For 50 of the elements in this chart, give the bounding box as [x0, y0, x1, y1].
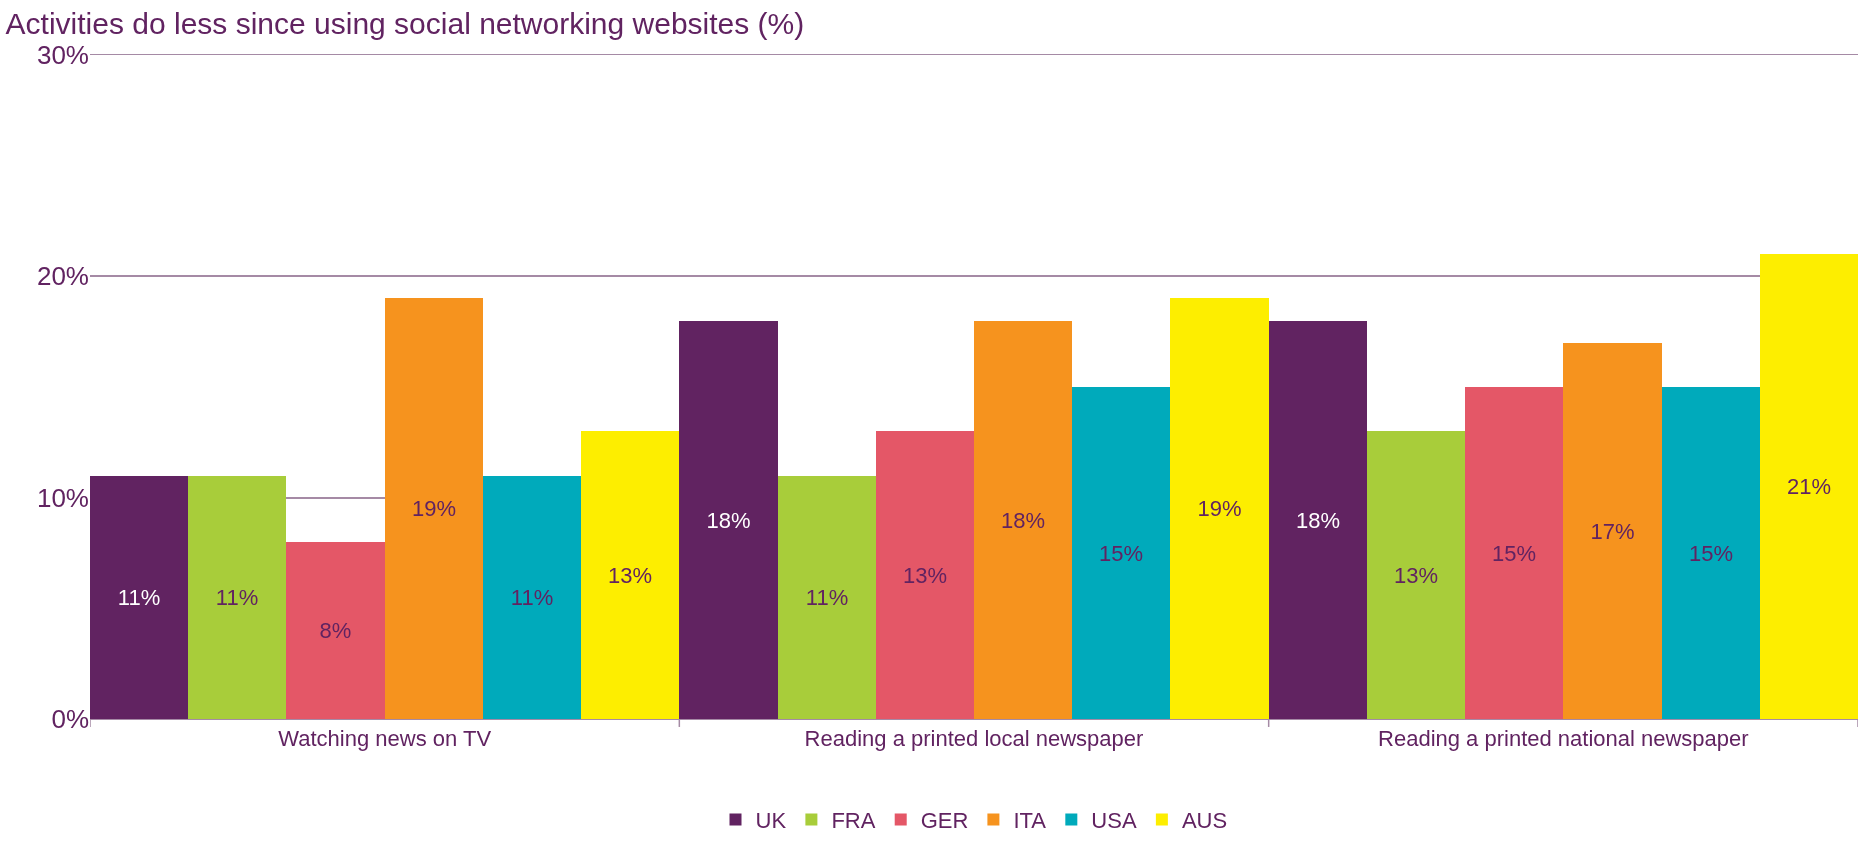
bar [1269, 321, 1367, 719]
x-tick-label: Reading a printed national newspaper [1378, 726, 1749, 752]
data-label: 18% [1295, 507, 1341, 533]
data-label: 11% [215, 585, 259, 610]
data-label: 15% [1491, 540, 1537, 566]
legend-label: USA [1091, 808, 1137, 834]
bar [1170, 298, 1269, 719]
bar [974, 321, 1072, 719]
chart-title: Activities do less since using social networking websites (%) [5, 6, 805, 40]
x-tick-label: Watching news on TV [278, 726, 492, 752]
bar [778, 476, 876, 719]
bar [286, 542, 385, 719]
data-label: 11% [805, 585, 849, 610]
bar [1563, 343, 1662, 719]
data-label: 19% [411, 496, 457, 521]
legend-label: AUS [1181, 808, 1228, 834]
bar [1465, 387, 1563, 719]
data-label: 11% [117, 585, 161, 610]
data-label: 13% [1393, 562, 1439, 588]
bar [1760, 254, 1858, 719]
bar [679, 321, 778, 719]
data-label: 13% [902, 562, 948, 588]
bar [90, 476, 188, 719]
bar [1072, 387, 1170, 719]
legend-label: ITA [1013, 808, 1047, 834]
data-label: 18% [706, 507, 751, 533]
bar [385, 298, 483, 719]
data-label: 15% [1098, 540, 1144, 566]
legend-label: UK [755, 808, 787, 834]
bar [188, 476, 286, 719]
bar [1367, 431, 1465, 719]
bar [581, 431, 679, 719]
data-label: 15% [1688, 540, 1734, 566]
y-tick-label: 0% [51, 704, 89, 735]
bar [1662, 387, 1760, 719]
bar [483, 476, 581, 719]
data-label: 19% [1197, 496, 1242, 521]
bar [876, 431, 974, 719]
x-tick-label: Reading a printed local newspaper [804, 726, 1144, 752]
y-tick-label: 10% [36, 482, 89, 513]
y-tick-label: 30% [36, 40, 89, 71]
y-tick-label: 20% [36, 261, 89, 292]
data-label: 13% [607, 562, 653, 588]
legend-label: GER [920, 808, 969, 834]
legend-label: FRA [831, 808, 876, 834]
data-label: 18% [1000, 507, 1046, 533]
data-label: 17% [1590, 518, 1635, 544]
data-label: 21% [1786, 474, 1832, 499]
data-label: 8% [319, 618, 352, 643]
data-label: 11% [510, 585, 554, 610]
